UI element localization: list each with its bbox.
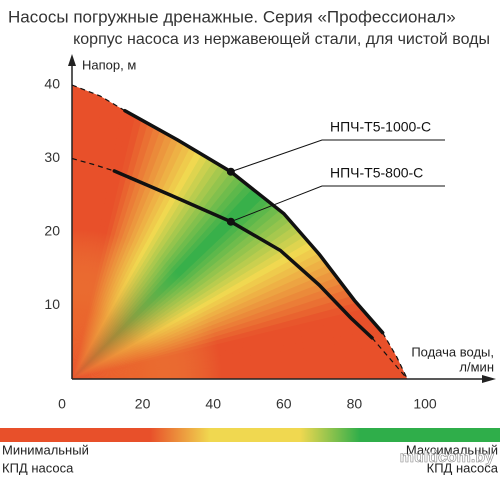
y-axis-arrow	[68, 54, 76, 66]
chart-subtitle: корпус насоса из нержавеющей стали, для …	[73, 31, 490, 48]
pump-curve	[123, 108, 385, 335]
y-tick-label: 10	[44, 296, 60, 312]
leader-line	[230, 185, 445, 223]
curve-marker	[226, 217, 235, 226]
y-tick-label: 20	[44, 223, 60, 239]
extrapolated-line	[71, 84, 126, 112]
curve-marker	[226, 167, 235, 176]
efficiency-bar	[0, 428, 500, 442]
min-label: Минимальный	[2, 442, 89, 457]
x-tick-label: 60	[276, 396, 292, 412]
x-tick-label: 20	[135, 396, 151, 412]
pump-curve	[112, 169, 374, 340]
max-label: КПД насоса	[427, 460, 499, 475]
chart-title: Насосы погружные дренажные. Серия «Профе…	[8, 7, 456, 26]
x-tick-label: 0	[58, 396, 66, 412]
y-tick-label: 30	[44, 149, 60, 165]
x-axis-label: Подача воды,	[411, 344, 494, 359]
extrapolated-line	[371, 337, 408, 380]
y-tick-label: 40	[44, 76, 60, 92]
y-axis-label: Напор, м	[82, 57, 136, 72]
x-axis-arrow	[482, 375, 496, 383]
x-tick-label: 80	[347, 396, 363, 412]
x-axis-label: л/мин	[459, 359, 494, 374]
max-label: Максимальный	[406, 442, 498, 457]
min-label: КПД насоса	[2, 460, 74, 475]
series-label: НПЧ-Т5-800-С	[330, 165, 423, 181]
extrapolated-line	[71, 157, 115, 172]
x-tick-label: 40	[205, 396, 221, 412]
series-label: НПЧ-Т5-1000-С	[330, 119, 431, 135]
leader-line	[230, 139, 445, 173]
extrapolated-line	[382, 332, 408, 380]
x-tick-label: 100	[413, 396, 437, 412]
watermark: multicom.by	[400, 449, 494, 466]
